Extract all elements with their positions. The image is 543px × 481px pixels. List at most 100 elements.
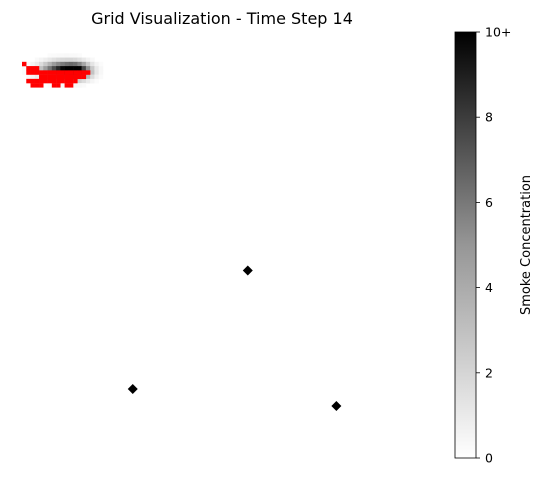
- smoke-cell: [51, 61, 57, 67]
- fire-cell: [64, 83, 70, 88]
- fire-cell: [68, 83, 74, 88]
- smoke-cell: [47, 83, 53, 88]
- fire-cell: [47, 70, 53, 75]
- smoke-cell: [73, 66, 78, 71]
- colorbar-tick-label: 6: [485, 195, 493, 210]
- smoke-cell: [64, 66, 70, 71]
- smoke-cell: [94, 78, 99, 84]
- smoke-cell: [56, 61, 61, 67]
- smoke-cell: [68, 57, 74, 63]
- fire-cell: [60, 78, 65, 84]
- smoke-cell: [81, 57, 87, 63]
- colorbar-tick-label: 10+: [485, 25, 511, 40]
- smoke-cell: [51, 53, 57, 58]
- fire-cell: [60, 70, 65, 75]
- plot-area: [22, 53, 342, 412]
- smoke-cell: [64, 61, 70, 67]
- smoke-cell: [64, 53, 70, 58]
- smoke-cell: [94, 66, 99, 71]
- fire-cell: [39, 78, 44, 84]
- fire-cell: [56, 83, 61, 88]
- fire-cell: [68, 74, 74, 80]
- sensor-markers: [127, 265, 342, 412]
- smoke-cell: [60, 57, 65, 63]
- smoke-cell: [68, 53, 74, 58]
- smoke-cell: [85, 57, 91, 63]
- colorbar-tick-label: 4: [485, 280, 493, 295]
- smoke-cell: [81, 83, 87, 88]
- fire-cell: [56, 78, 61, 84]
- smoke-cell: [43, 61, 48, 67]
- smoke-cell: [64, 57, 70, 63]
- fire-cell: [30, 66, 35, 71]
- fire-cell: [26, 78, 31, 84]
- colorbar-tick-label: 8: [485, 110, 493, 125]
- smoke-cell: [81, 61, 87, 67]
- smoke-cell: [30, 61, 36, 67]
- smoke-cell: [47, 61, 53, 67]
- fire-cell: [56, 74, 61, 80]
- smoke-cell: [90, 66, 95, 71]
- fire-cell: [43, 74, 48, 80]
- colorbar: 0 2 4 6 8 10+ Smoke Concentration: [454, 25, 534, 466]
- smoke-cell: [26, 74, 31, 80]
- fire-cell: [34, 66, 40, 71]
- smoke-cell: [85, 66, 91, 71]
- fire-cell: [43, 78, 48, 84]
- sensor-marker: [242, 265, 253, 276]
- smoke-cell: [77, 78, 82, 84]
- fire-cell: [77, 74, 82, 80]
- fire-cell: [60, 74, 65, 80]
- colorbar-ticks: 0 2 4 6 8 10+: [476, 25, 511, 466]
- fire-cell: [34, 83, 40, 88]
- smoke-cell: [68, 66, 74, 71]
- smoke-cell: [73, 61, 78, 67]
- colorbar-tick-label: 2: [485, 365, 493, 380]
- smoke-cell: [39, 57, 44, 63]
- fire-cell: [73, 70, 78, 75]
- smoke-cell: [60, 53, 65, 58]
- smoke-cell: [56, 66, 61, 71]
- colorbar-tick-label: 0: [485, 451, 493, 466]
- fire-cell: [47, 78, 53, 84]
- fire-cell: [26, 66, 31, 71]
- colorbar-gradient: [454, 31, 477, 459]
- smoke-cell: [26, 61, 31, 67]
- smoke-cell: [90, 57, 95, 63]
- fire-cell: [77, 70, 82, 75]
- smoke-cell: [85, 74, 91, 80]
- smoke-cell: [77, 83, 82, 88]
- smoke-cell: [56, 57, 61, 63]
- fire-cell: [85, 70, 91, 75]
- fire-cell: [51, 78, 57, 84]
- smoke-cell: [90, 70, 95, 75]
- smoke-cell: [60, 61, 65, 67]
- smoke-cell: [43, 66, 48, 71]
- smoke-cell: [47, 57, 53, 63]
- smoke-cell: [51, 66, 57, 71]
- smoke-cell: [98, 70, 104, 75]
- smoke-cell: [60, 66, 65, 71]
- fire-cell: [51, 70, 57, 75]
- smoke-cell: [90, 74, 95, 80]
- fire-cell: [73, 74, 78, 80]
- smoke-cell: [77, 61, 82, 67]
- smoke-cell: [22, 70, 27, 75]
- smoke-cell: [68, 61, 74, 67]
- fire-cell: [56, 70, 61, 75]
- smoke-cell: [34, 61, 40, 67]
- fire-cell: [64, 74, 70, 80]
- smoke-cell: [39, 61, 44, 67]
- fire-cell: [30, 78, 35, 84]
- smoke-cell: [81, 78, 87, 84]
- smoke-cell: [90, 78, 95, 84]
- smoke-cell: [85, 61, 91, 67]
- colorbar-label: Smoke Concentration: [519, 175, 534, 315]
- smoke-cell: [73, 57, 78, 63]
- fire-cell: [22, 61, 27, 67]
- smoke-cell: [77, 57, 82, 63]
- fire-cell: [68, 70, 74, 75]
- smoke-cell: [43, 57, 48, 63]
